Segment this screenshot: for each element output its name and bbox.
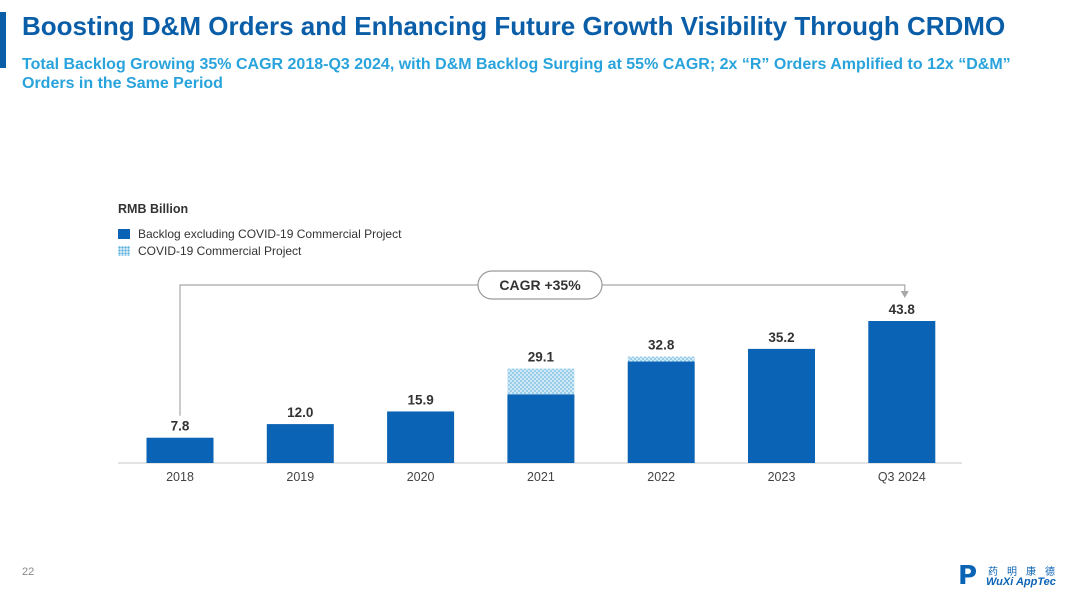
data-label: 7.8 xyxy=(171,419,190,434)
legend-swatch-backlog xyxy=(118,229,130,239)
title-accent-bar xyxy=(0,12,6,68)
data-label: 29.1 xyxy=(528,350,555,365)
bar-backlog xyxy=(868,321,936,463)
data-label: 32.8 xyxy=(648,338,675,353)
logo-chinese-text: 药明康德 xyxy=(988,567,1064,578)
cagr-annotation: CAGR +35% xyxy=(499,277,581,293)
bar-backlog xyxy=(266,424,334,463)
bar-backlog xyxy=(627,361,695,463)
page-title: Boosting D&M Orders and Enhancing Future… xyxy=(22,11,1006,41)
logo-english-text: WuXi AppTec xyxy=(986,576,1056,588)
data-label: 12.0 xyxy=(287,405,313,420)
x-tick-label: 2021 xyxy=(527,470,555,484)
legend-label-covid: COVID-19 Commercial Project xyxy=(138,244,302,258)
legend-swatch-covid xyxy=(118,246,130,256)
bar-covid xyxy=(627,356,695,362)
legend-item-backlog: Backlog excluding COVID-19 Commercial Pr… xyxy=(118,227,401,241)
page-subtitle: Total Backlog Growing 35% CAGR 2018-Q3 2… xyxy=(22,56,1011,92)
x-tick-label: 2022 xyxy=(647,470,675,484)
logo-mark-icon: P xyxy=(958,561,978,591)
chart-unit-label: RMB Billion xyxy=(118,202,189,216)
x-tick-label: 2019 xyxy=(286,470,314,484)
bar-backlog xyxy=(748,348,815,463)
bar-backlog xyxy=(507,394,575,463)
bar-backlog xyxy=(146,437,214,463)
page-number: 22 xyxy=(22,566,35,578)
data-label: 35.2 xyxy=(768,330,794,345)
cagr-arrow-head xyxy=(900,291,909,298)
bar-backlog xyxy=(387,411,455,463)
x-tick-label: Q3 2024 xyxy=(878,470,926,484)
data-label: 43.8 xyxy=(889,302,916,317)
legend-item-covid: COVID-19 Commercial Project xyxy=(118,244,301,258)
x-tick-label: 2020 xyxy=(407,470,435,484)
wuxi-apptec-logo: P 药明康德 WuXi AppTec xyxy=(958,563,1063,591)
legend-label-backlog: Backlog excluding COVID-19 Commercial Pr… xyxy=(138,227,402,241)
bar-covid xyxy=(507,368,575,395)
cagr-badge xyxy=(477,270,603,300)
x-tick-label: 2023 xyxy=(768,470,796,484)
data-label: 15.9 xyxy=(407,392,433,407)
x-tick-label: 2018 xyxy=(166,470,194,484)
